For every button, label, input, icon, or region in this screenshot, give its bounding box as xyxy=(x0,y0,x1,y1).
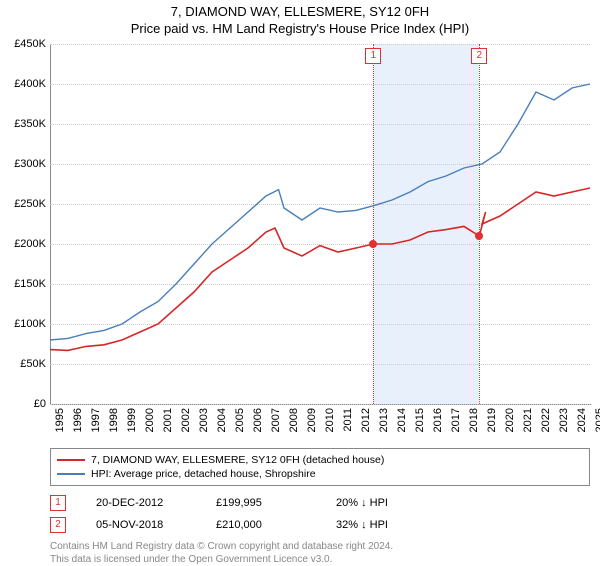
sale-marker-dot xyxy=(475,232,483,240)
ytick-label: £350K xyxy=(0,118,46,130)
xtick-label: 2002 xyxy=(180,408,192,432)
sale-delta: 20% ↓ HPI xyxy=(336,497,426,509)
legend-row: 7, DIAMOND WAY, ELLESMERE, SY12 0FH (det… xyxy=(57,453,583,467)
legend-swatch xyxy=(57,459,85,461)
ytick-label: £250K xyxy=(0,198,46,210)
sale-price: £199,995 xyxy=(216,497,306,509)
chart-title-line1: 7, DIAMOND WAY, ELLESMERE, SY12 0FH xyxy=(0,4,600,19)
xtick-label: 2008 xyxy=(288,408,300,432)
xtick-label: 2014 xyxy=(396,408,408,432)
xtick-label: 1997 xyxy=(90,408,102,432)
xtick-label: 2012 xyxy=(360,408,372,432)
ytick-label: £400K xyxy=(0,78,46,90)
sale-marker-vline xyxy=(479,44,480,404)
chart-title-block: 7, DIAMOND WAY, ELLESMERE, SY12 0FH Pric… xyxy=(0,0,600,36)
xtick-label: 2005 xyxy=(234,408,246,432)
xtick-label: 2003 xyxy=(198,408,210,432)
sale-markers-table: 1 20-DEC-2012 £199,995 20% ↓ HPI 2 05-NOV-201… xyxy=(50,492,590,536)
sale-marker-dot xyxy=(369,240,377,248)
ytick-label: £450K xyxy=(0,38,46,50)
xtick-label: 2000 xyxy=(144,408,156,432)
xtick-label: 1998 xyxy=(108,408,120,432)
series-hpi xyxy=(50,84,590,340)
sale-marker-row: 2 05-NOV-2018 £210,000 32% ↓ HPI xyxy=(50,514,590,536)
xtick-label: 2024 xyxy=(576,408,588,432)
xtick-label: 1995 xyxy=(54,408,66,432)
legend-label: HPI: Average price, detached house, Shro… xyxy=(91,468,316,480)
sale-date: 20-DEC-2012 xyxy=(96,497,186,509)
gridline xyxy=(50,404,590,405)
footer-notes: Contains HM Land Registry data © Crown c… xyxy=(50,540,590,566)
ytick-label: £0 xyxy=(0,398,46,410)
sale-marker-badge: 1 xyxy=(365,48,381,64)
sale-marker-vline xyxy=(373,44,374,404)
ytick-label: £100K xyxy=(0,318,46,330)
xtick-label: 2025 xyxy=(594,408,600,432)
xtick-label: 1999 xyxy=(126,408,138,432)
footer-note-1: Contains HM Land Registry data © Crown c… xyxy=(50,540,590,553)
sale-price: £210,000 xyxy=(216,519,306,531)
xtick-label: 2019 xyxy=(486,408,498,432)
legend-label: 7, DIAMOND WAY, ELLESMERE, SY12 0FH (det… xyxy=(91,454,384,466)
xtick-label: 2010 xyxy=(324,408,336,432)
xtick-label: 2004 xyxy=(216,408,228,432)
sale-date: 05-NOV-2018 xyxy=(96,519,186,531)
ytick-label: £50K xyxy=(0,358,46,370)
xtick-label: 2011 xyxy=(342,408,354,432)
sale-marker-row: 1 20-DEC-2012 £199,995 20% ↓ HPI xyxy=(50,492,590,514)
legend: 7, DIAMOND WAY, ELLESMERE, SY12 0FH (det… xyxy=(50,448,590,486)
xtick-label: 2021 xyxy=(522,408,534,432)
sale-marker-badge: 1 xyxy=(50,495,66,511)
sale-marker-badge: 2 xyxy=(50,517,66,533)
xtick-label: 2020 xyxy=(504,408,516,432)
legend-row: HPI: Average price, detached house, Shro… xyxy=(57,467,583,481)
sale-delta: 32% ↓ HPI xyxy=(336,519,426,531)
ytick-label: £200K xyxy=(0,238,46,250)
chart-title-line2: Price paid vs. HM Land Registry's House … xyxy=(0,21,600,36)
xtick-label: 2015 xyxy=(414,408,426,432)
ytick-label: £150K xyxy=(0,278,46,290)
sale-marker-badge: 2 xyxy=(471,48,487,64)
xtick-label: 2009 xyxy=(306,408,318,432)
xtick-label: 2023 xyxy=(558,408,570,432)
xtick-label: 2018 xyxy=(468,408,480,432)
xtick-label: 2007 xyxy=(270,408,282,432)
chart-area: £0£50K£100K£150K£200K£250K£300K£350K£400… xyxy=(50,44,590,404)
xtick-label: 2006 xyxy=(252,408,264,432)
xtick-label: 2017 xyxy=(450,408,462,432)
xtick-label: 2022 xyxy=(540,408,552,432)
xtick-label: 2016 xyxy=(432,408,444,432)
ytick-label: £300K xyxy=(0,158,46,170)
xtick-label: 1996 xyxy=(72,408,84,432)
legend-swatch xyxy=(57,473,85,475)
line-series-svg xyxy=(50,44,590,404)
xtick-label: 2013 xyxy=(378,408,390,432)
series-property xyxy=(50,188,590,350)
xtick-label: 2001 xyxy=(162,408,174,432)
